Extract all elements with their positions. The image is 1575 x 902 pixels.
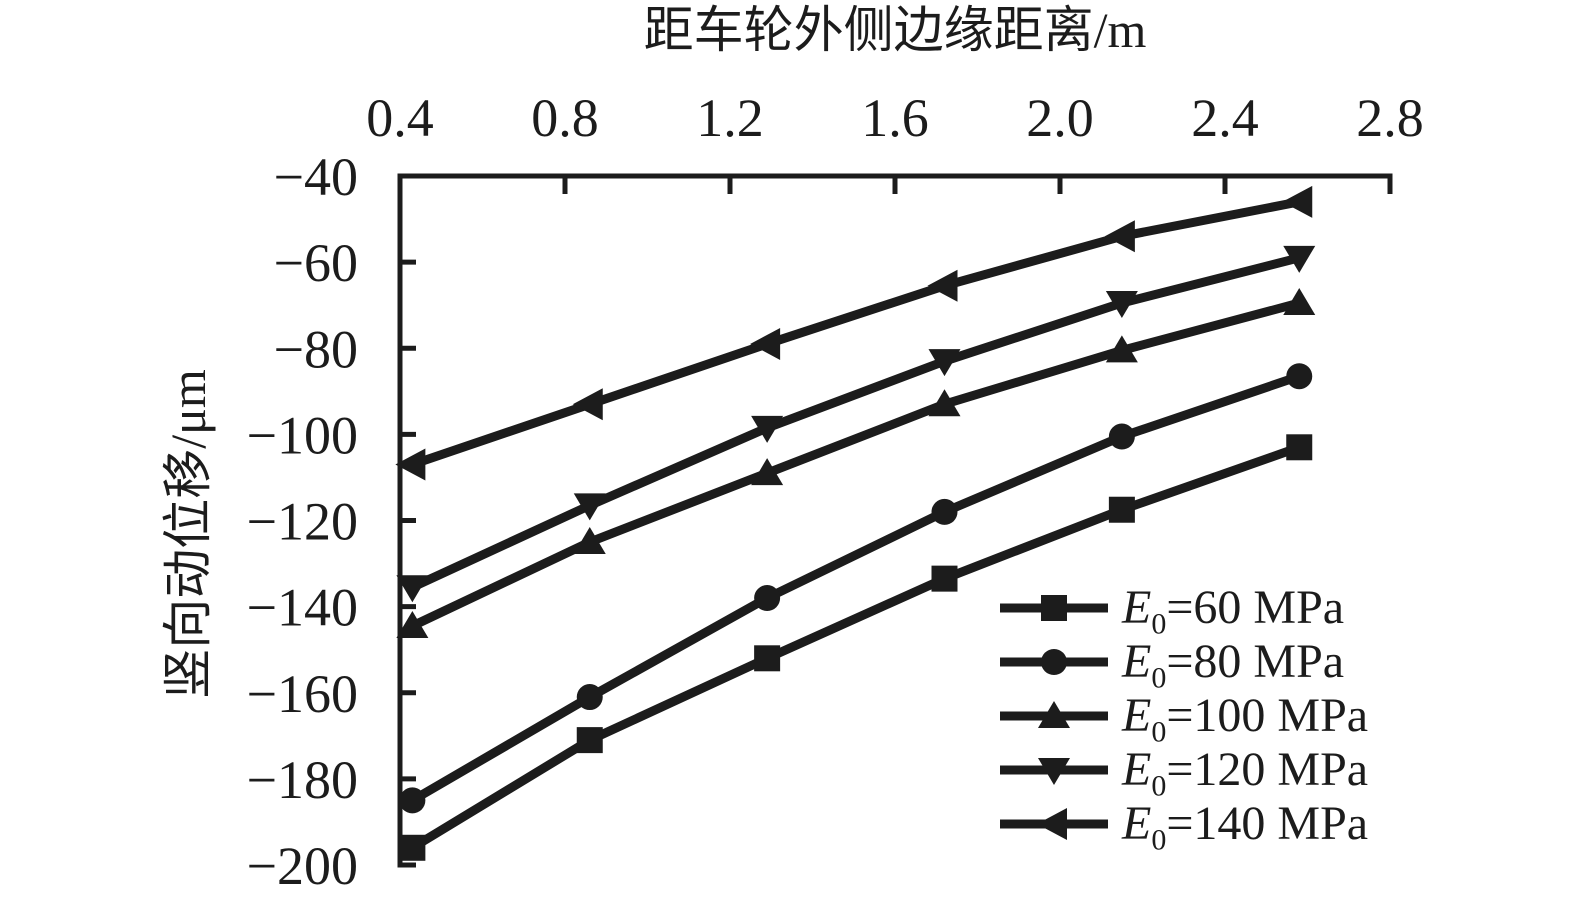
legend-item: E0=140 MPa xyxy=(998,797,1369,857)
legend-label: E0=120 MPa xyxy=(1122,743,1369,803)
series-e0-100-mpa xyxy=(396,288,1316,639)
triangle-up-marker xyxy=(1105,335,1138,363)
legend-item: E0=100 MPa xyxy=(998,689,1369,749)
series-line xyxy=(410,253,1301,592)
triangle-down-marker xyxy=(1105,291,1138,319)
triangle-down-marker xyxy=(751,415,784,443)
triangle-left-icon xyxy=(1037,808,1067,840)
triangle-left-marker xyxy=(1104,220,1135,253)
series-line xyxy=(410,443,1301,852)
legend-item: E0=120 MPa xyxy=(998,743,1369,803)
y-tick-label: −100 xyxy=(247,405,358,465)
x-tick-label: 1.2 xyxy=(696,88,764,148)
triangle-up-marker xyxy=(396,611,429,639)
triangle-left-marker xyxy=(927,269,958,302)
series-e0-140-mpa xyxy=(395,185,1313,481)
x-tick-label: 0.4 xyxy=(366,88,434,148)
square-marker xyxy=(1286,434,1313,461)
legend-label: E0=80 MPa xyxy=(1122,635,1345,695)
legend-label: E0=60 MPa xyxy=(1122,581,1345,641)
triangle-down-icon xyxy=(1038,758,1070,785)
series-e0-80-mpa xyxy=(399,363,1313,814)
legend-key-triangle-down xyxy=(1000,758,1108,785)
triangle-left-marker xyxy=(750,327,781,360)
x-axis-label: 距车轮外侧边缘距离/m xyxy=(643,2,1147,58)
x-tick-label: 0.8 xyxy=(531,88,599,148)
triangle-up-marker xyxy=(751,458,784,486)
legend-label: E0=100 MPa xyxy=(1122,689,1369,749)
legend-key-circle xyxy=(1000,649,1108,675)
circle-icon xyxy=(1041,649,1067,675)
circle-marker xyxy=(576,684,603,711)
x-tick-label: 2.8 xyxy=(1356,88,1424,148)
axes: 0.4 0.8 1.2 1.6 2.0 2.4 2.8 −40 −60 −80 −100 −120 −1… xyxy=(247,88,1424,896)
square-icon xyxy=(1041,595,1067,621)
triangle-left-marker xyxy=(1282,185,1313,218)
legend: E0=60 MPa E0=80 MPa E0=100 MPa E0=120 MP… xyxy=(998,581,1369,857)
series-line xyxy=(410,298,1301,631)
triangle-down-marker xyxy=(1283,245,1316,273)
triangle-up-marker xyxy=(573,527,606,555)
triangle-left-marker xyxy=(395,448,426,481)
circle-marker xyxy=(399,787,426,814)
legend-item: E0=60 MPa xyxy=(998,581,1368,641)
legend-label: E0=140 MPa xyxy=(1122,797,1369,857)
circle-marker xyxy=(931,498,958,525)
triangle-down-marker xyxy=(928,349,961,377)
triangle-down-marker xyxy=(573,493,606,521)
series-e0-120-mpa xyxy=(396,245,1316,603)
square-marker xyxy=(931,565,958,592)
series-e0-60-mpa xyxy=(399,434,1313,861)
x-tick-label: 2.4 xyxy=(1191,88,1259,148)
series-line xyxy=(410,371,1301,805)
triangle-down-marker xyxy=(396,575,429,603)
y-tick-label: −200 xyxy=(247,836,358,896)
legend-key-triangle-up xyxy=(1000,701,1108,728)
triangle-up-marker xyxy=(928,389,961,417)
x-tick-label: 2.0 xyxy=(1026,88,1094,148)
y-tick-label: −140 xyxy=(247,578,358,638)
square-marker xyxy=(576,727,603,754)
series-line xyxy=(410,197,1301,469)
y-tick-label: −180 xyxy=(247,750,358,810)
circle-marker xyxy=(754,585,781,612)
square-marker xyxy=(399,834,426,861)
y-tick-label: −120 xyxy=(247,492,358,552)
legend-key-square xyxy=(1000,595,1108,621)
y-tick-label: −40 xyxy=(274,147,358,207)
triangle-up-icon xyxy=(1038,701,1070,728)
triangle-left-marker xyxy=(572,388,603,421)
x-tick-label: 1.6 xyxy=(861,88,929,148)
triangle-up-marker xyxy=(1283,288,1316,316)
square-marker xyxy=(754,645,781,672)
circle-marker xyxy=(1286,363,1313,390)
y-tick-label: −60 xyxy=(274,233,358,293)
y-tick-label: −160 xyxy=(247,664,358,724)
y-tick-label: −80 xyxy=(274,319,358,379)
circle-marker xyxy=(1108,423,1135,450)
legend-key-triangle-left xyxy=(1000,808,1108,840)
legend-item: E0=80 MPa xyxy=(998,635,1368,695)
square-marker xyxy=(1108,496,1135,523)
